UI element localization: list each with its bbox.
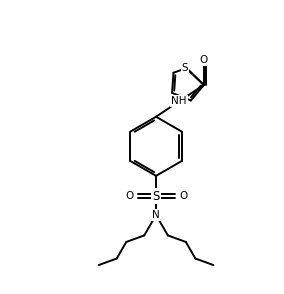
Text: NH: NH <box>171 96 187 106</box>
Text: S: S <box>182 63 188 73</box>
Text: O: O <box>179 191 187 201</box>
Text: O: O <box>200 55 208 65</box>
Text: S: S <box>153 190 160 203</box>
Text: N: N <box>152 210 160 220</box>
Text: O: O <box>125 191 133 201</box>
